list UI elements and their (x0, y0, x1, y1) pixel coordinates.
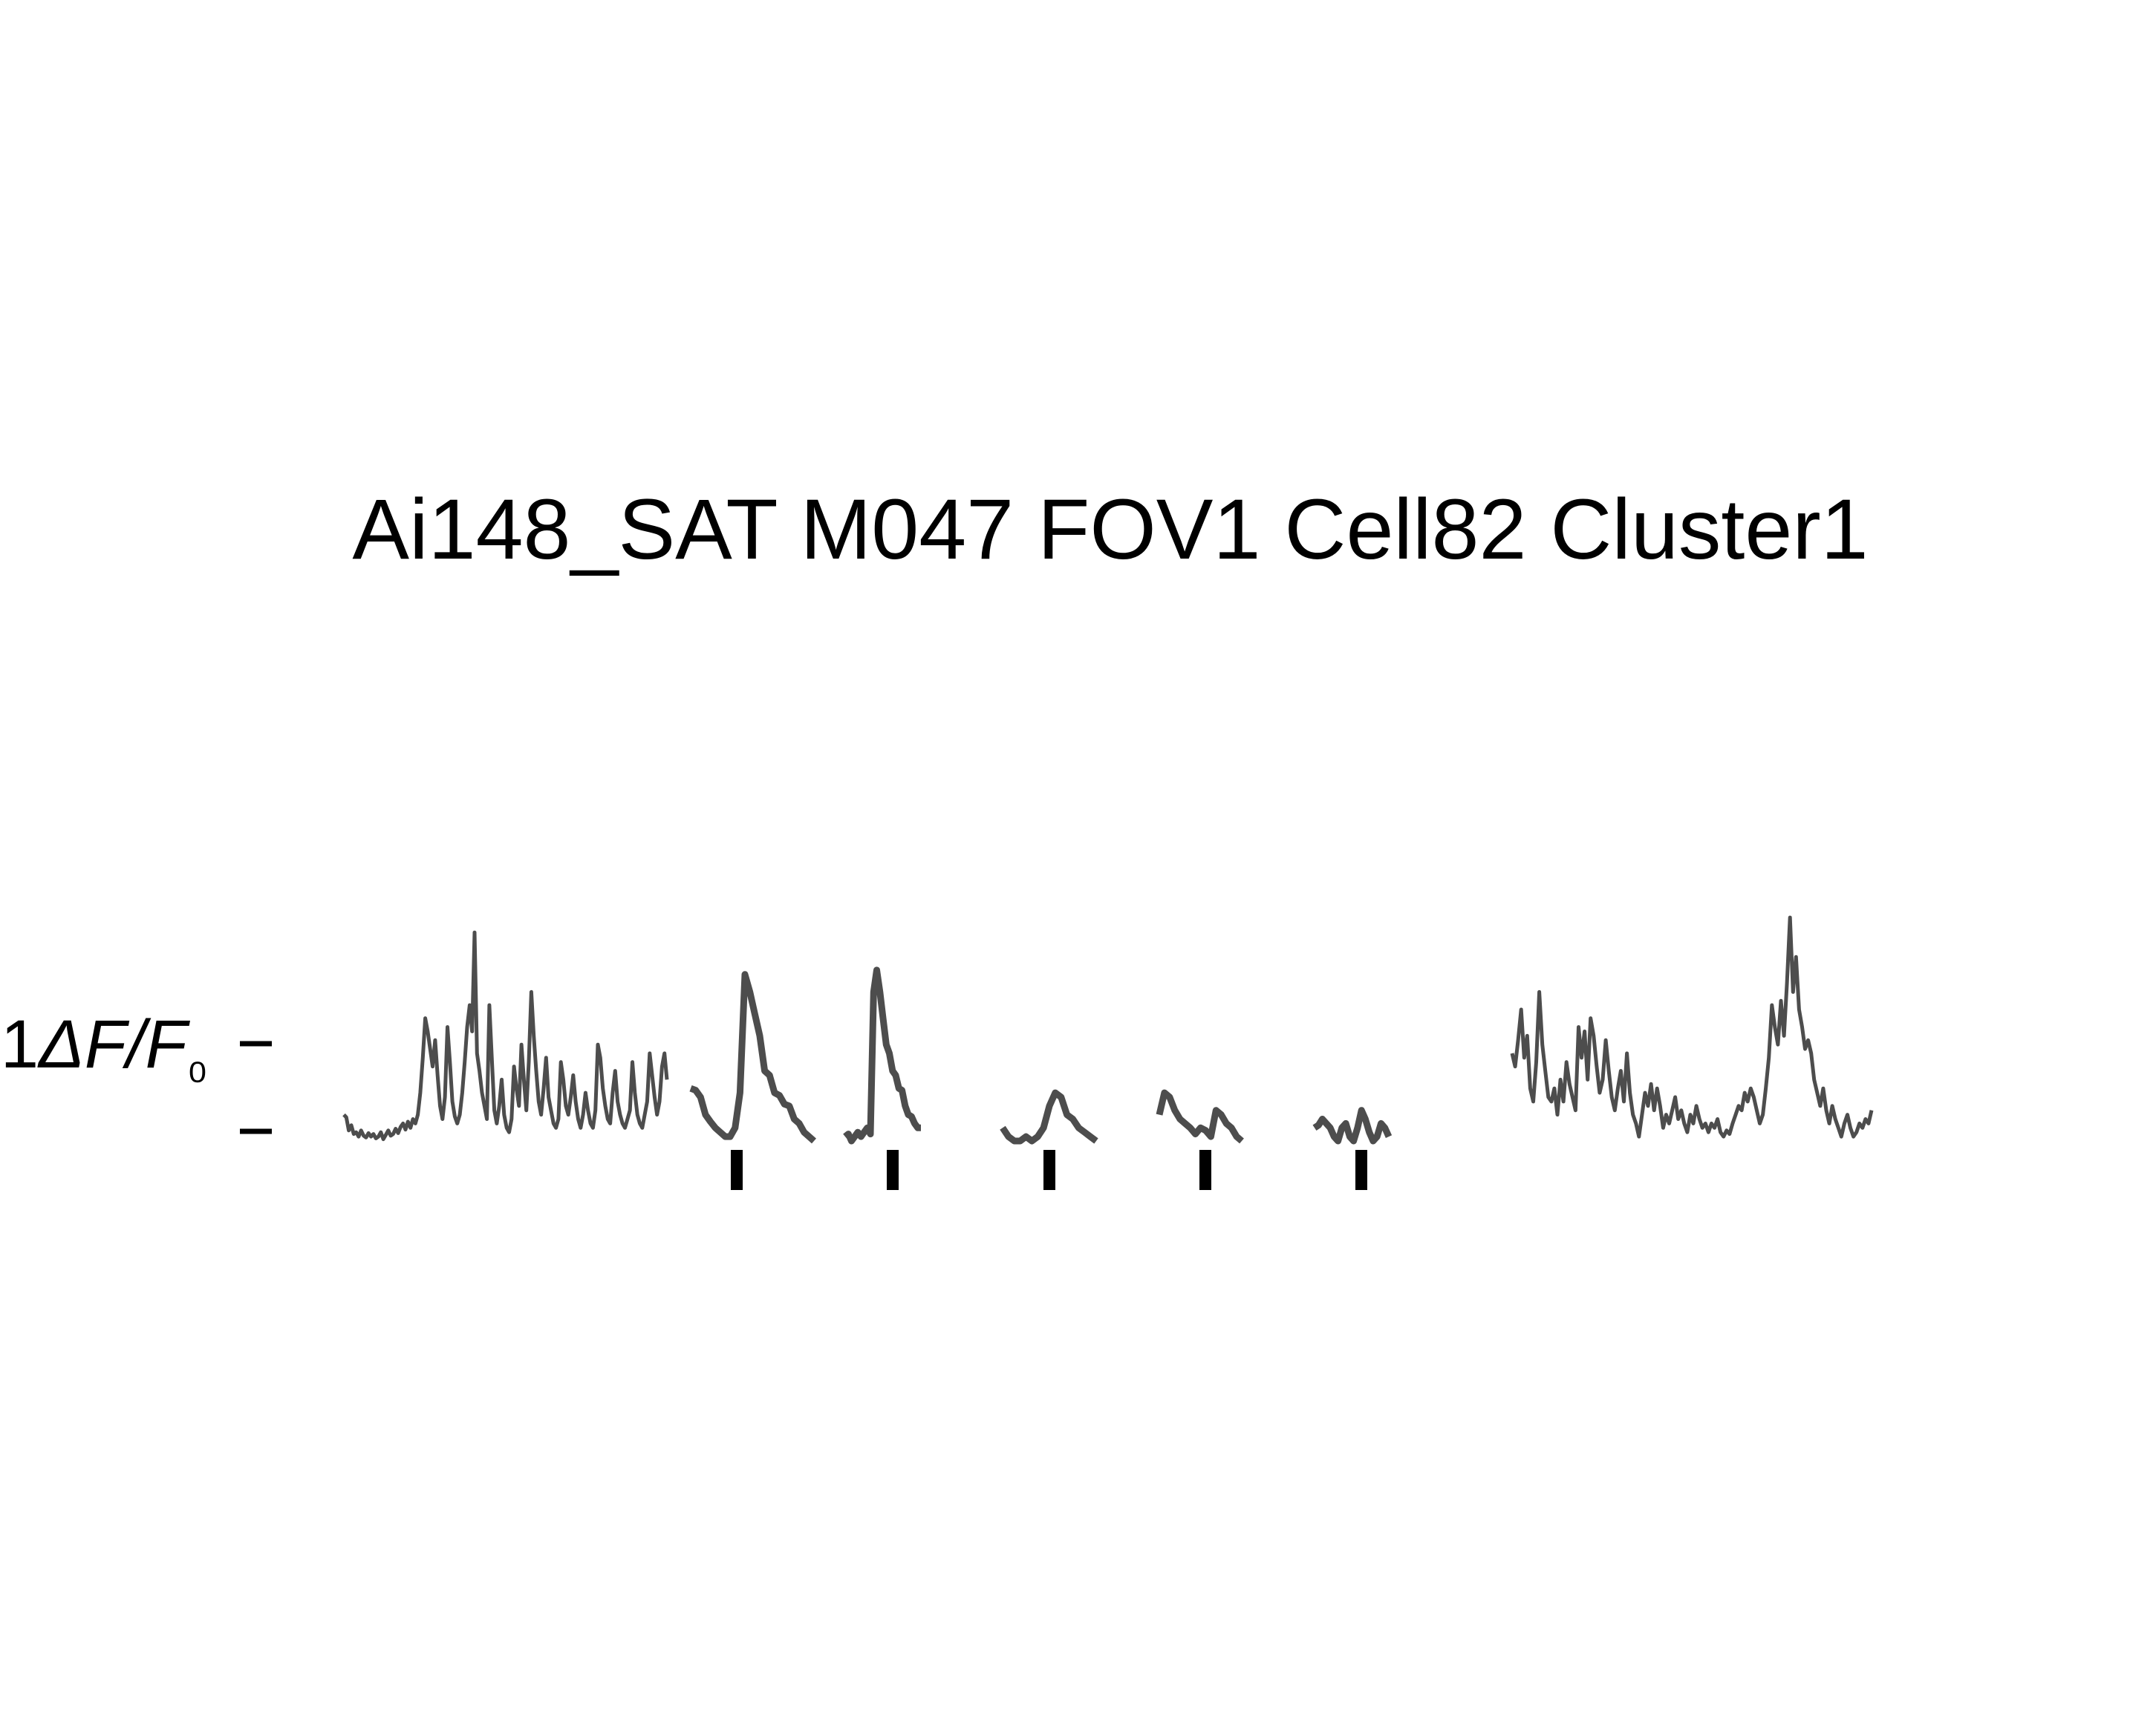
trace-segment-7 (1510, 915, 1874, 1139)
trace-segment-6 (1312, 1107, 1393, 1145)
scale-bar: 1ΔF/F₀ (1, 1007, 272, 1134)
event-marker-1 (731, 1150, 743, 1190)
event-marker-group (731, 1150, 1367, 1190)
event-marker-4 (1199, 1150, 1211, 1190)
trace-group (342, 915, 1874, 1145)
trace-segment-3 (843, 966, 922, 1145)
trace-segment-2 (689, 971, 816, 1144)
trace-segment-4 (1000, 1089, 1098, 1145)
event-marker-2 (887, 1150, 899, 1190)
event-marker-5 (1355, 1150, 1367, 1190)
trace-segment-5 (1156, 1089, 1244, 1144)
scale-bar-label: 1ΔF/F₀ (1, 1007, 208, 1089)
chart-title: Ai148_SAT M047 FOV1 Cell82 Cluster1 (352, 482, 1868, 577)
event-marker-3 (1043, 1150, 1055, 1190)
trace-segment-1 (342, 930, 669, 1142)
